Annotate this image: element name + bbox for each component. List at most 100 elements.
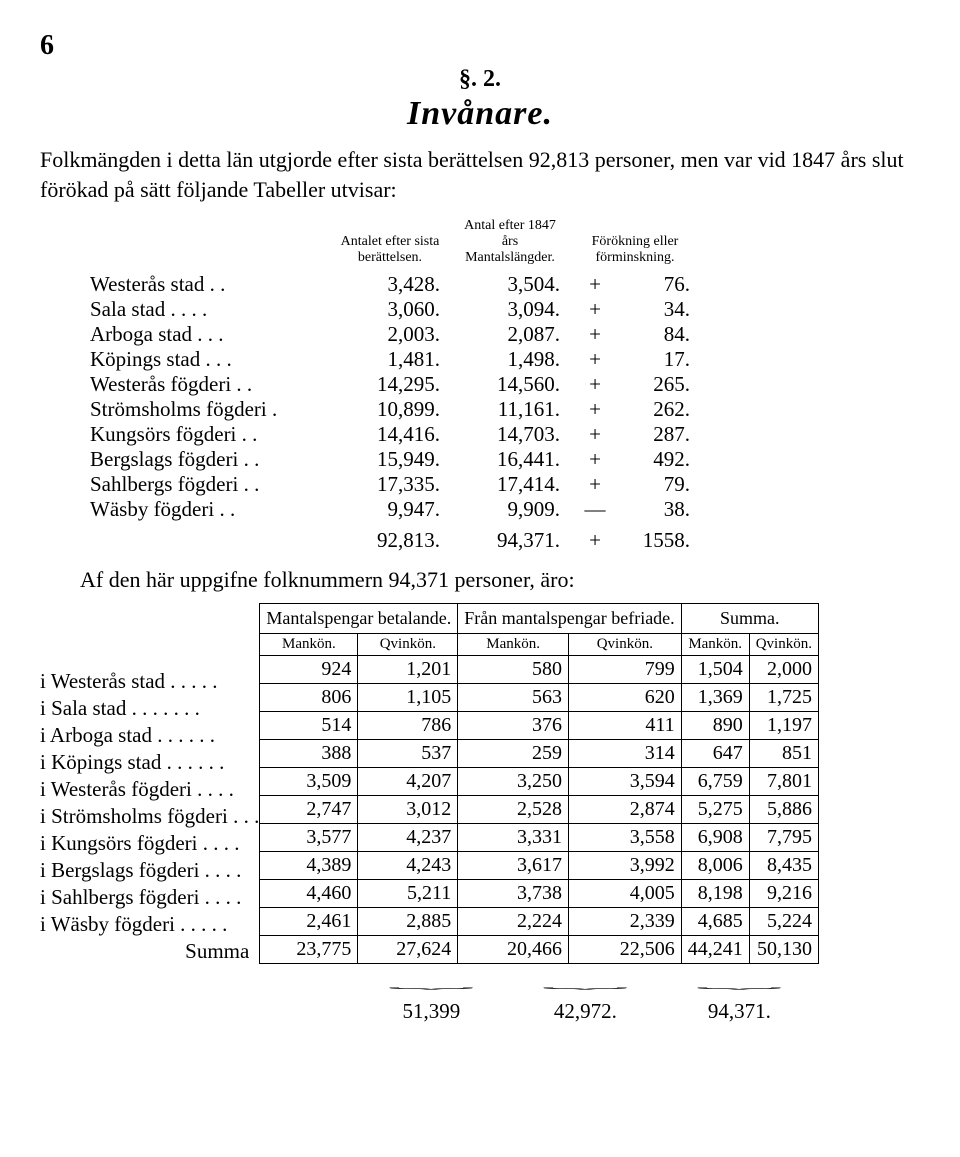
cell: 7,795	[749, 824, 818, 852]
row-label: i Kungsörs fögderi . . . .	[40, 831, 259, 858]
table-row: 9241,2015807991,5042,000	[260, 656, 819, 684]
cell: 9,947.	[330, 497, 450, 522]
group-header-sum: Summa.	[681, 604, 818, 634]
table-row: 8061,1055636201,3691,725	[260, 684, 819, 712]
cell: 3,012	[358, 796, 458, 824]
cell: 5,275	[681, 796, 749, 824]
cell: 20,466	[458, 936, 569, 964]
cell: 2,003.	[330, 322, 450, 347]
cell: 94,371.	[450, 522, 570, 553]
row-label: Bergslags fögderi . .	[80, 447, 330, 472]
cell: 2,087.	[450, 322, 570, 347]
cell: 1,504	[681, 656, 749, 684]
table-row: 388537259314647851	[260, 740, 819, 768]
cell: 388	[260, 740, 358, 768]
cell: 3,509	[260, 768, 358, 796]
cell: 14,703.	[450, 422, 570, 447]
cell: 84.	[620, 322, 700, 347]
cell: —	[570, 497, 620, 522]
population-change-table: Antalet efter sista berättelsen. Antal e…	[80, 218, 700, 553]
cell: +	[570, 447, 620, 472]
cell: +	[570, 372, 620, 397]
cell: 1558.	[620, 522, 700, 553]
cell: +	[570, 472, 620, 497]
row-label: Kungsörs fögderi . .	[80, 422, 330, 447]
section-number: §. 2.	[40, 66, 920, 93]
row-label: i Westerås stad . . . . .	[40, 669, 259, 696]
cell: 27,624	[358, 936, 458, 964]
cell: 34.	[620, 297, 700, 322]
cell: +	[570, 522, 620, 553]
cell: 9,909.	[450, 497, 570, 522]
cell: +	[570, 297, 620, 322]
cell: 3,738	[458, 880, 569, 908]
cell: 3,577	[260, 824, 358, 852]
sub-header: Mankön.	[681, 634, 749, 656]
cell: 2,747	[260, 796, 358, 824]
cell: 3,060.	[330, 297, 450, 322]
cell: +	[570, 397, 620, 422]
cell: 8,006	[681, 852, 749, 880]
table-row: Sahlbergs fögderi . .17,335.17,414.+79.	[80, 472, 700, 497]
cell: 786	[358, 712, 458, 740]
cell: 22,506	[568, 936, 681, 964]
cell: 1,498.	[450, 347, 570, 372]
table-row: Westerås stad . .3,428.3,504.+76.	[80, 272, 700, 297]
cell: +	[570, 422, 620, 447]
cell: 924	[260, 656, 358, 684]
cell: 8,198	[681, 880, 749, 908]
cell: +	[570, 322, 620, 347]
table-row: Köpings stad . . .1,481.1,498.+17.	[80, 347, 700, 372]
cell: 3,594	[568, 768, 681, 796]
cell: 14,416.	[330, 422, 450, 447]
cell: 3,094.	[450, 297, 570, 322]
cell: 14,295.	[330, 372, 450, 397]
cell: 4,460	[260, 880, 358, 908]
cell: 1,197	[749, 712, 818, 740]
cell: 2,528	[458, 796, 569, 824]
mid-paragraph: Af den här uppgifne folknummern 94,371 p…	[80, 567, 920, 593]
table-row: 4,3894,2433,6173,9928,0068,435	[260, 852, 819, 880]
cell: 1,105	[358, 684, 458, 712]
cell: 314	[568, 740, 681, 768]
col-header-1847: Antal efter 1847 års Mantalslängder.	[450, 218, 570, 272]
row-label: Sala stad . . . .	[80, 297, 330, 322]
cell: 620	[568, 684, 681, 712]
cell: 44,241	[681, 936, 749, 964]
cell: 6,908	[681, 824, 749, 852]
table-row: Sala stad . . . .3,060.3,094.+34.	[80, 297, 700, 322]
sub-header: Qvinkön.	[749, 634, 818, 656]
cell: 79.	[620, 472, 700, 497]
row-label: i Bergslags fögderi . . . .	[40, 858, 259, 885]
cell: 3,992	[568, 852, 681, 880]
cell: 3,331	[458, 824, 569, 852]
group-header-exempt: Från mantalspengar befriade.	[458, 604, 681, 634]
cell: 1,201	[358, 656, 458, 684]
cell: 4,685	[681, 908, 749, 936]
col-header-before: Antalet efter sista berättelsen.	[330, 218, 450, 272]
cell: 11,161.	[450, 397, 570, 422]
cell: 4,237	[358, 824, 458, 852]
cell: 265.	[620, 372, 700, 397]
row-label: Köpings stad . . .	[80, 347, 330, 372]
cell: 17,335.	[330, 472, 450, 497]
cell: 14,560.	[450, 372, 570, 397]
cell: 5,224	[749, 908, 818, 936]
summa-label: Summa	[40, 939, 259, 966]
cell: 411	[568, 712, 681, 740]
table-row: 5147863764118901,197	[260, 712, 819, 740]
cell: 647	[681, 740, 749, 768]
cell: 799	[568, 656, 681, 684]
cell: 23,775	[260, 936, 358, 964]
brace-total-3: 94,371.	[663, 999, 815, 1024]
cell: 2,224	[458, 908, 569, 936]
cell: 3,558	[568, 824, 681, 852]
sub-header: Mankön.	[458, 634, 569, 656]
table-row: 2,7473,0122,5282,8745,2755,886	[260, 796, 819, 824]
cell: 4,243	[358, 852, 458, 880]
cell: 287.	[620, 422, 700, 447]
table-row: 2,4612,8852,2242,3394,6855,224	[260, 908, 819, 936]
table-row: Strömsholms fögderi .10,899.11,161.+262.	[80, 397, 700, 422]
table-row: Arboga stad . . .2,003.2,087.+84.	[80, 322, 700, 347]
total-row: 92,813.94,371.+1558.	[80, 522, 700, 553]
